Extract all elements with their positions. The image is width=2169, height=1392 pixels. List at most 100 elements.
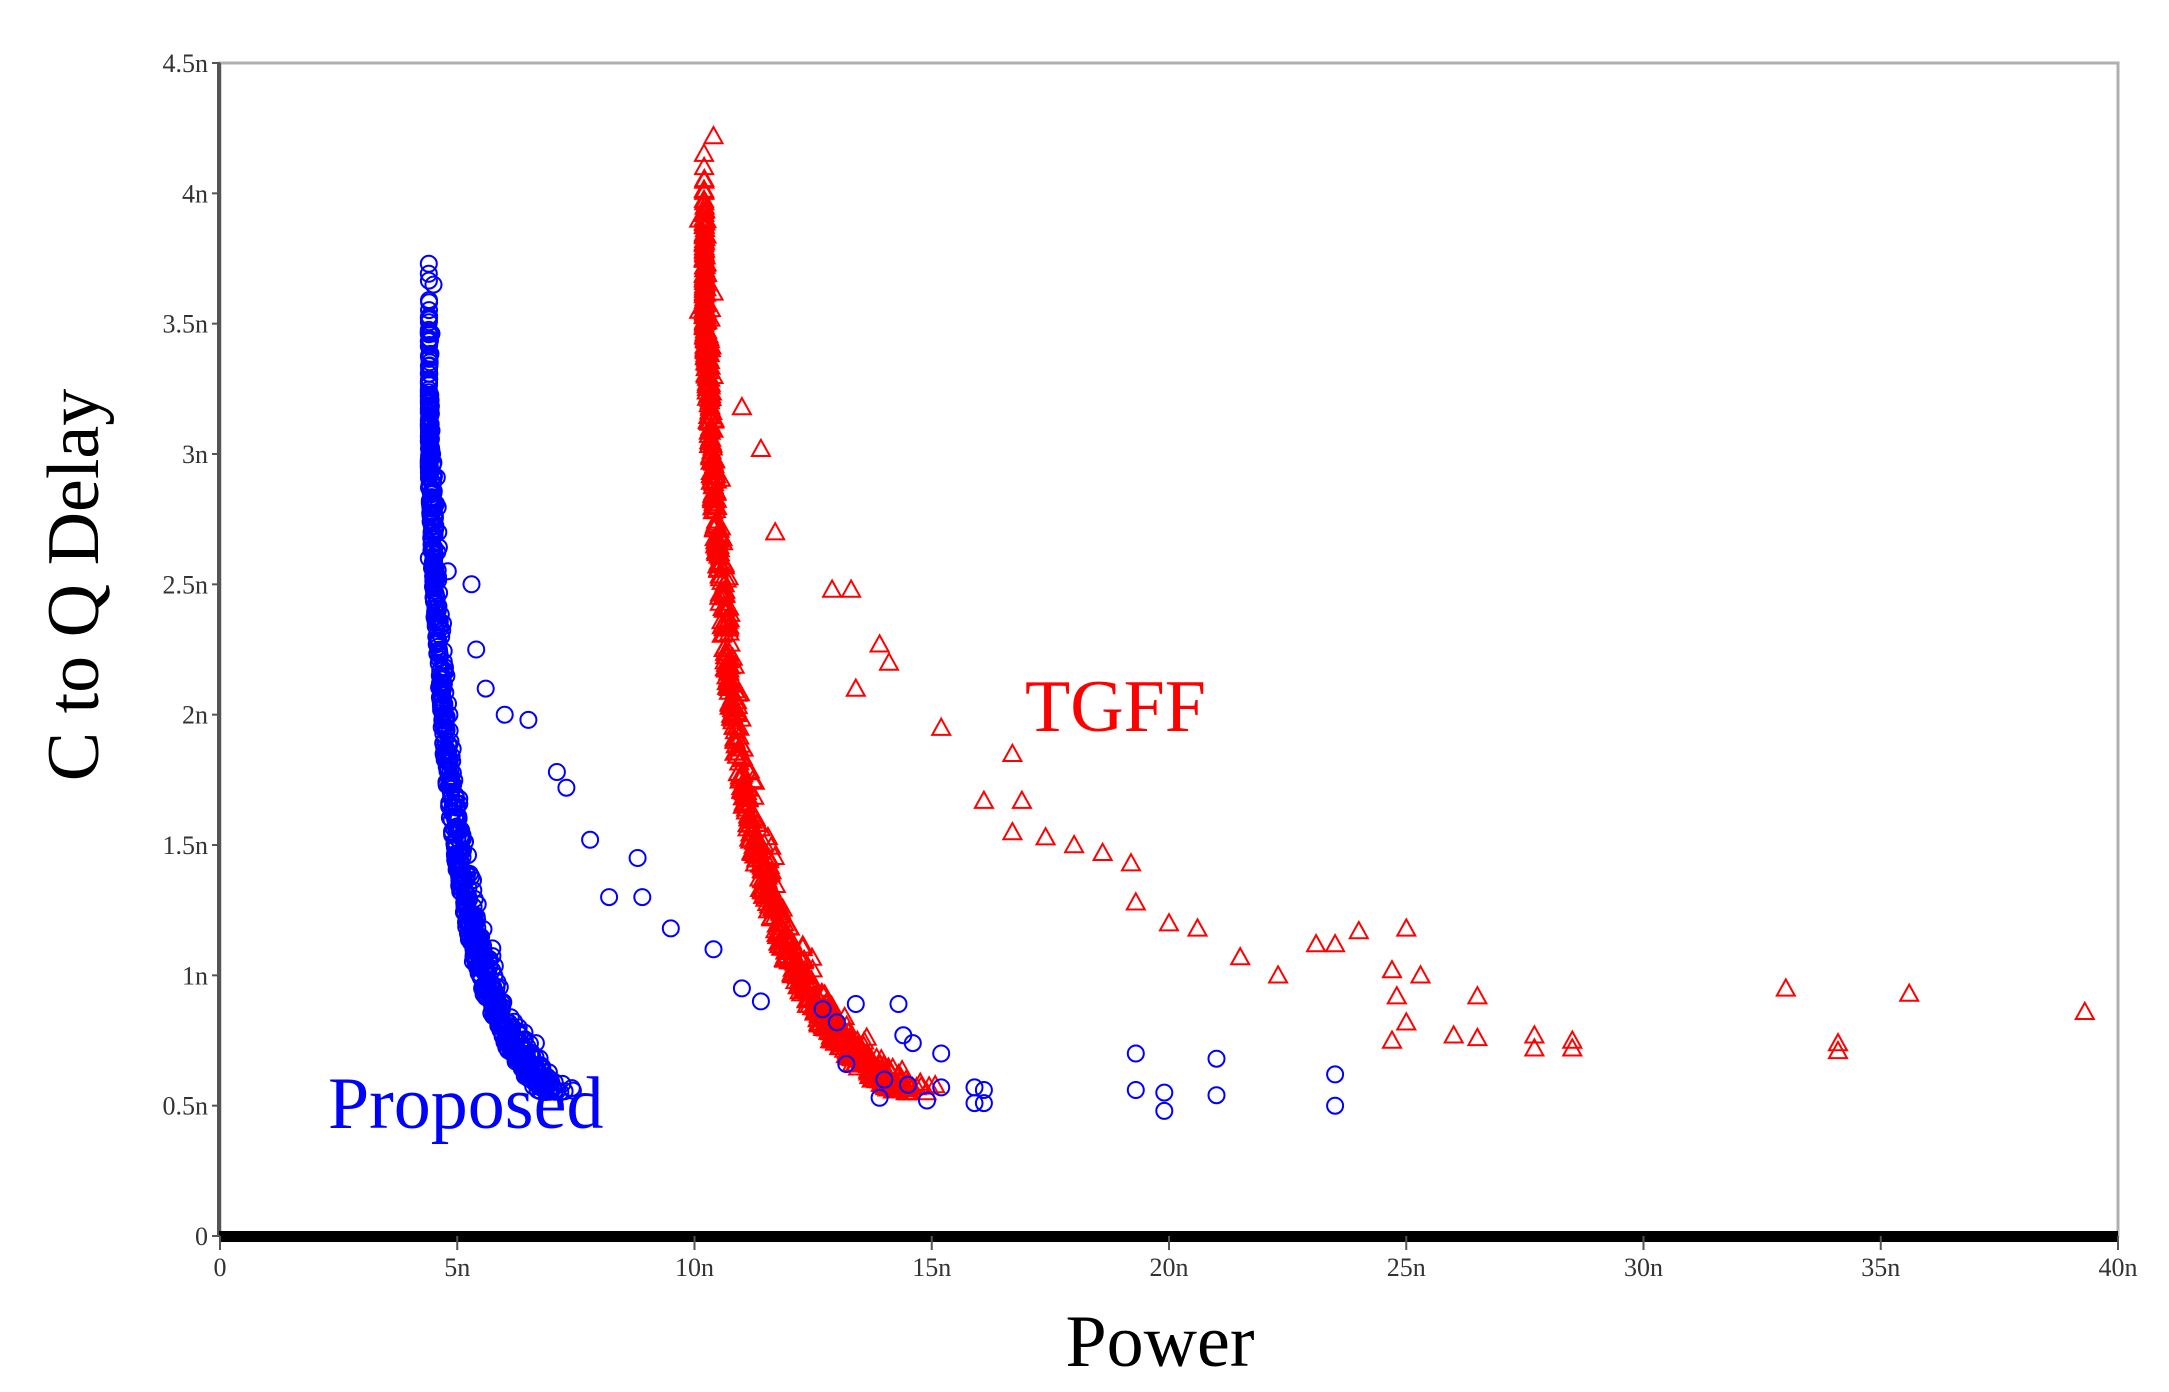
data-point-proposed xyxy=(438,562,457,581)
data-point-tgff xyxy=(811,1007,833,1027)
data-point-tgff xyxy=(781,964,803,984)
data-point-tgff xyxy=(1386,985,1408,1005)
data-point-tgff xyxy=(1324,933,1346,953)
data-point-tgff xyxy=(880,1073,902,1094)
data-point-tgff xyxy=(711,570,733,590)
data-point-tgff xyxy=(709,591,731,611)
data-point-proposed xyxy=(1155,1101,1174,1120)
data-point-tgff xyxy=(878,651,900,671)
data-point-proposed xyxy=(422,517,441,536)
data-point-proposed xyxy=(429,523,448,542)
data-point-tgff xyxy=(738,807,761,827)
data-point-tgff xyxy=(743,830,765,850)
data-point-proposed xyxy=(479,949,498,968)
data-point-tgff xyxy=(1395,917,1417,937)
y-tick-label: 4n xyxy=(182,179,208,208)
data-point-proposed xyxy=(420,422,438,441)
y-tick-label: 1n xyxy=(182,961,208,990)
data-point-tgff xyxy=(1395,1011,1417,1031)
data-point-tgff xyxy=(1125,891,1147,911)
plot-frame xyxy=(218,61,2120,1238)
data-point-proposed xyxy=(889,995,908,1013)
data-point-tgff xyxy=(793,948,815,968)
x-tick-label: 25n xyxy=(1387,1253,1426,1282)
proposed-label: Proposed xyxy=(328,1063,603,1145)
data-point-proposed xyxy=(519,710,538,729)
data-point-proposed xyxy=(419,458,438,476)
data-point-proposed xyxy=(420,396,439,415)
data-point-tgff xyxy=(847,1035,869,1055)
data-point-tgff xyxy=(786,961,808,981)
data-point-tgff xyxy=(856,1026,878,1046)
data-point-tgff xyxy=(694,336,716,356)
data-point-tgff xyxy=(723,727,746,747)
data-point-tgff xyxy=(693,242,716,262)
data-point-tgff xyxy=(698,423,720,443)
data-point-proposed xyxy=(473,978,492,997)
data-point-tgff xyxy=(1775,977,1797,997)
data-point-tgff xyxy=(1827,1032,1849,1052)
y-tick-label: 1.5n xyxy=(163,831,209,860)
data-point-tgff xyxy=(877,1056,900,1076)
data-point-tgff xyxy=(693,311,715,331)
data-point-tgff xyxy=(819,1020,842,1041)
data-point-proposed xyxy=(974,1081,993,1099)
data-point-proposed xyxy=(428,637,447,656)
data-point-tgff xyxy=(693,255,715,275)
data-point-tgff xyxy=(725,700,747,720)
data-point-tgff xyxy=(703,408,726,428)
data-point-tgff xyxy=(696,376,718,397)
data-point-tgff xyxy=(1001,742,1024,762)
data-point-tgff xyxy=(750,437,772,457)
data-point-proposed xyxy=(751,992,770,1011)
data-point-proposed xyxy=(489,1001,508,1020)
data-point-tgff xyxy=(891,1059,913,1079)
data-point-proposed xyxy=(456,863,475,882)
data-point-proposed xyxy=(495,705,514,724)
data-point-tgff xyxy=(1466,985,1489,1005)
data-point-proposed xyxy=(1155,1083,1174,1102)
data-point-proposed xyxy=(434,614,452,633)
data-point-tgff xyxy=(1561,1029,1583,1049)
data-point-tgff xyxy=(775,939,797,959)
data-point-tgff xyxy=(837,1021,859,1041)
data-point-proposed xyxy=(421,324,440,342)
data-point-proposed xyxy=(424,588,443,607)
x-tick-label: 40n xyxy=(2099,1253,2138,1282)
data-point-proposed xyxy=(420,293,439,312)
data-point-proposed xyxy=(462,575,481,594)
y-tick-label: 4.5n xyxy=(163,49,209,78)
x-tick-label: 10n xyxy=(675,1253,714,1282)
data-point-proposed xyxy=(460,928,479,947)
data-point-proposed xyxy=(446,793,465,812)
data-point-tgff xyxy=(764,521,786,541)
proposed-series xyxy=(419,254,1345,1120)
x-tick-label: 30n xyxy=(1624,1253,1663,1282)
data-point-tgff xyxy=(797,974,820,994)
data-point-tgff xyxy=(1229,946,1251,966)
data-point-proposed xyxy=(420,345,439,364)
data-point-tgff xyxy=(801,995,823,1016)
data-point-proposed xyxy=(1207,1086,1226,1105)
data-point-proposed xyxy=(434,716,453,735)
x-tick-label: 15n xyxy=(912,1253,951,1282)
data-point-tgff xyxy=(751,851,773,871)
data-point-proposed xyxy=(633,888,652,907)
data-point-proposed xyxy=(419,452,438,471)
data-point-tgff xyxy=(702,124,725,145)
data-point-tgff xyxy=(732,737,755,757)
data-point-proposed xyxy=(704,940,723,959)
y-tick-label: 3.5n xyxy=(163,310,209,339)
data-point-proposed xyxy=(475,981,494,1000)
data-point-proposed xyxy=(494,1021,513,1040)
data-point-tgff xyxy=(770,921,792,941)
data-point-proposed xyxy=(445,845,464,864)
data-point-tgff xyxy=(693,325,715,345)
data-point-tgff xyxy=(855,1044,877,1064)
data-point-proposed xyxy=(837,1055,856,1073)
data-point-proposed xyxy=(903,1034,922,1053)
data-point-tgff xyxy=(1523,1024,1546,1044)
data-point-proposed xyxy=(493,997,512,1016)
data-point-proposed xyxy=(827,1013,846,1032)
data-point-tgff xyxy=(693,169,715,189)
